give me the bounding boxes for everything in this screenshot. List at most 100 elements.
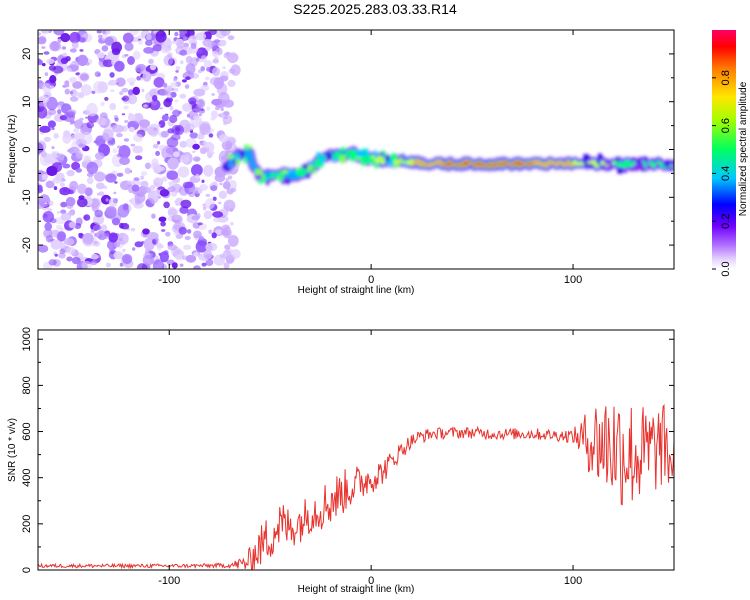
- ridge-blob: [281, 169, 289, 174]
- noise-blob: [230, 187, 237, 193]
- ridge-blob: [358, 150, 367, 157]
- noise-blob: [212, 58, 219, 64]
- noise-blob: [229, 208, 234, 212]
- noise-blob: [230, 222, 234, 226]
- noise-blob: [184, 235, 191, 241]
- noise-blob: [227, 235, 239, 247]
- colorbar-tick-label: 0.2: [720, 214, 732, 229]
- ridge-blob: [274, 173, 279, 177]
- ridge-blob: [339, 155, 347, 164]
- noise-blob: [38, 58, 42, 65]
- ridge-blob: [387, 160, 394, 167]
- noise-blob: [171, 191, 178, 197]
- ridge-blob: [349, 154, 357, 162]
- noise-blob: [173, 77, 178, 82]
- noise-blob: [52, 151, 60, 159]
- noise-blob: [127, 114, 136, 122]
- noise-blob: [143, 47, 155, 54]
- noise-blob: [69, 76, 77, 84]
- noise-blob: [95, 182, 105, 190]
- noise-blob: [44, 72, 49, 77]
- noise-blob: [182, 79, 187, 83]
- noise-blob: [143, 104, 148, 108]
- noise-blob: [111, 217, 121, 226]
- noise-blob: [222, 181, 231, 190]
- noise-blob: [148, 123, 160, 137]
- noise-blob: [221, 172, 227, 176]
- noise-blob: [154, 189, 161, 196]
- noise-blob: [195, 240, 208, 253]
- ridge-blob: [360, 158, 367, 167]
- noise-blob: [78, 143, 86, 149]
- noise-blob: [60, 57, 69, 64]
- noise-blob: [179, 154, 190, 164]
- noise-blob: [71, 161, 81, 171]
- noise-blob: [189, 132, 198, 139]
- noise-blob: [144, 162, 151, 170]
- noise-blob: [152, 44, 163, 52]
- noise-blob: [124, 167, 131, 174]
- noise-blob: [200, 55, 208, 63]
- y-tick-label: -10: [21, 189, 33, 205]
- noise-blob: [171, 40, 176, 44]
- ridge-blob: [245, 145, 254, 149]
- noise-blob: [121, 253, 133, 265]
- noise-blob: [174, 99, 179, 103]
- noise-blob: [73, 128, 80, 133]
- noise-blob: [218, 134, 229, 143]
- ridge-blob: [670, 166, 674, 170]
- noise-blob: [57, 38, 62, 43]
- noise-blob: [179, 263, 184, 267]
- colorbar-label: Normalized spectral amplitude: [738, 81, 749, 216]
- noise-blob: [131, 184, 140, 192]
- ridge-blob: [582, 153, 587, 161]
- noise-blob: [134, 191, 146, 204]
- noise-blob: [153, 77, 165, 88]
- noise-blob: [66, 256, 73, 262]
- noise-blob: [203, 210, 213, 220]
- noise-blob: [220, 107, 224, 111]
- noise-blob: [69, 120, 76, 124]
- noise-blob: [129, 30, 139, 36]
- noise-blob: [76, 197, 88, 208]
- noise-blob: [78, 232, 83, 237]
- noise-blob: [77, 183, 87, 195]
- noise-blob: [57, 231, 67, 242]
- noise-blob: [79, 117, 84, 121]
- noise-blob: [48, 200, 54, 206]
- noise-blob: [161, 176, 168, 182]
- noise-blob: [94, 71, 101, 78]
- noise-blob: [119, 262, 124, 267]
- noise-blob: [141, 88, 145, 93]
- noise-blob: [152, 259, 165, 269]
- noise-blob: [193, 252, 199, 257]
- noise-blob: [193, 265, 201, 269]
- noise-blob: [216, 132, 221, 137]
- noise-blob: [85, 116, 89, 119]
- noise-blob: [223, 199, 236, 212]
- noise-blob: [105, 206, 117, 216]
- noise-blob: [80, 130, 84, 133]
- colorbar-ticks: 0.0 0.2 0.4 0.6 0.8: [712, 70, 732, 277]
- noise-blob: [136, 263, 148, 269]
- ridge-blob: [599, 166, 606, 170]
- ridge-blob: [312, 169, 317, 175]
- noise-blob: [51, 127, 55, 131]
- noise-blob: [191, 215, 200, 221]
- noise-blob: [173, 151, 180, 158]
- noise-blob: [66, 67, 72, 72]
- noise-blob: [145, 39, 153, 46]
- noise-blob: [98, 34, 103, 39]
- noise-blob: [142, 71, 152, 82]
- ridge-blob: [373, 149, 378, 158]
- y-tick-label: 20: [21, 48, 33, 60]
- noise-blob: [165, 97, 173, 103]
- noise-blob: [105, 173, 117, 183]
- noise-blob: [228, 68, 236, 74]
- noise-blob: [197, 189, 203, 194]
- noise-blob: [158, 252, 162, 256]
- ridge-blob: [655, 162, 659, 168]
